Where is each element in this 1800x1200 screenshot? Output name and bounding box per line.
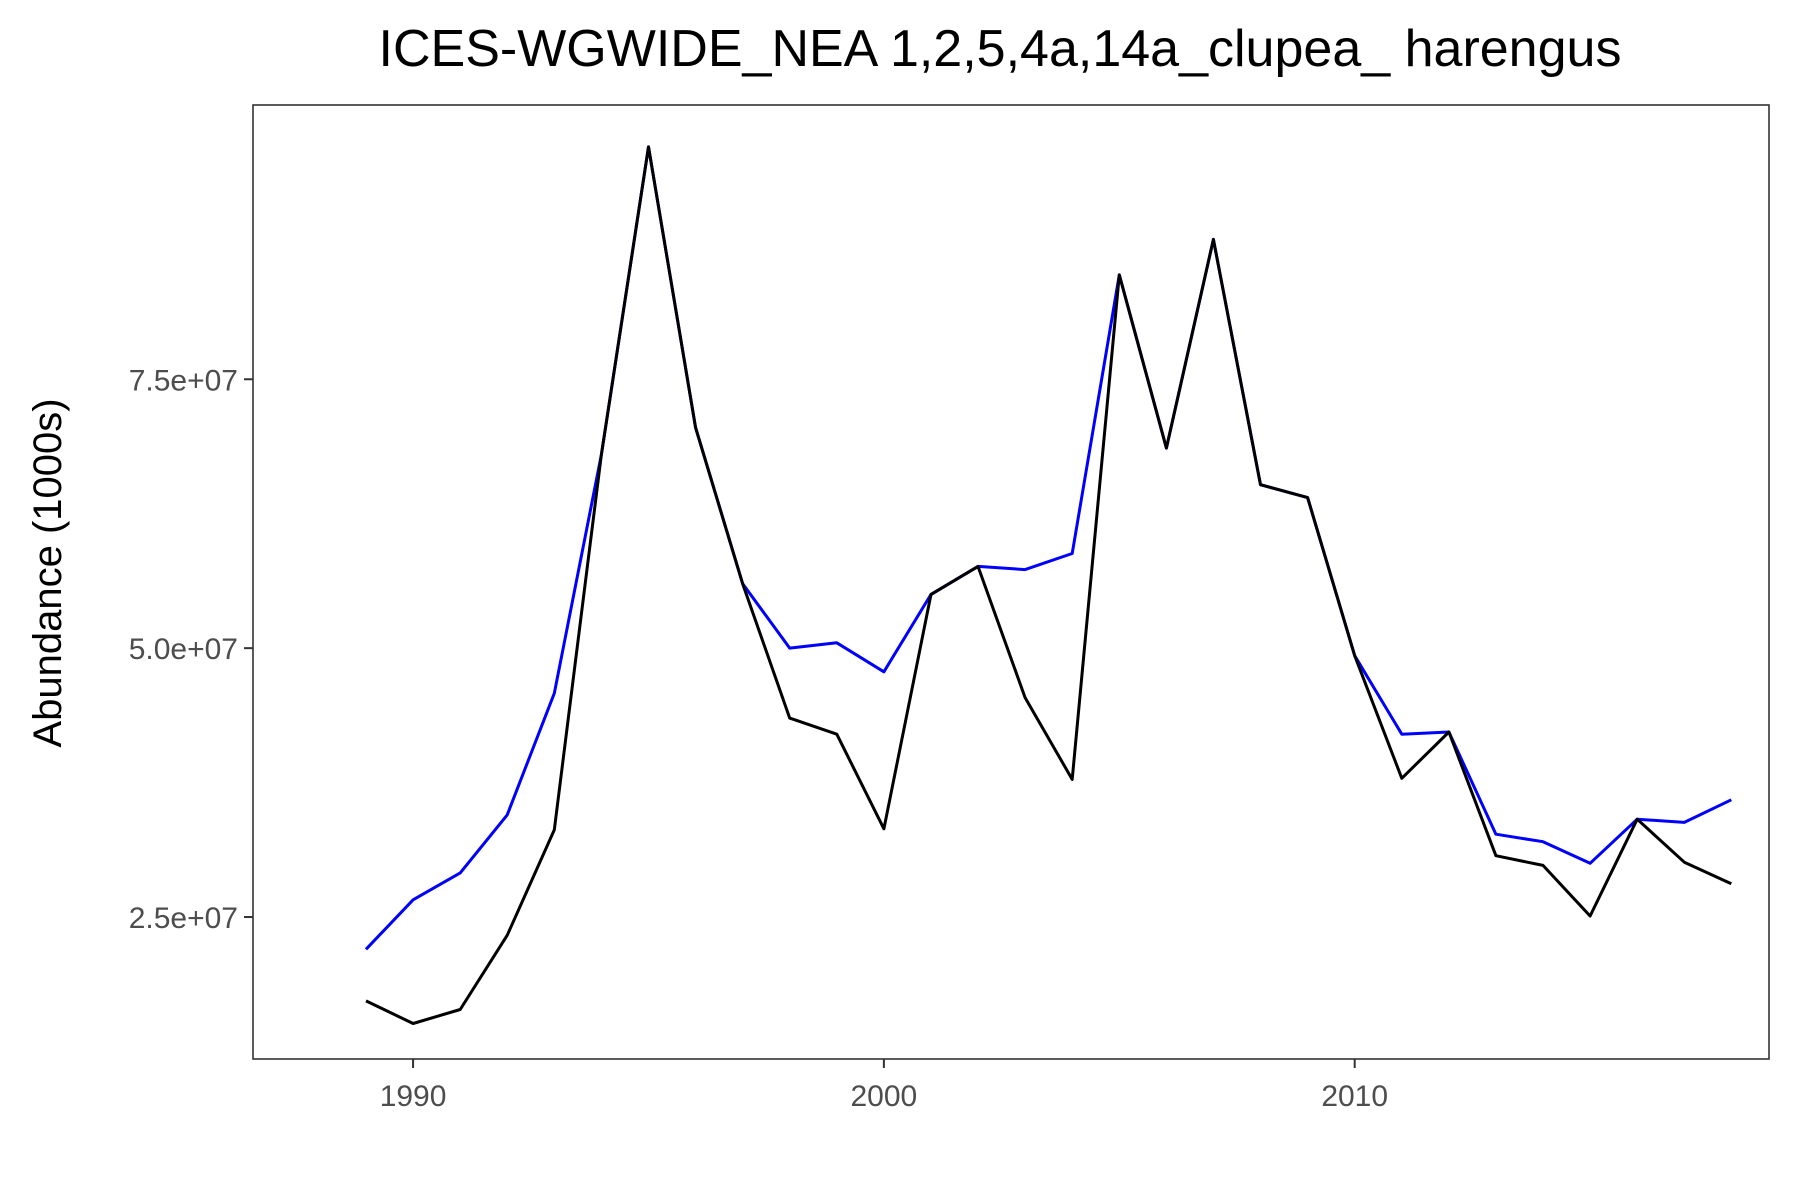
x-axis: 1990 2000 2010 [380, 1059, 1388, 1113]
plot-panel [252, 104, 1770, 1060]
y-tick-label: 7.5e+07 [129, 364, 238, 397]
x-tick-label: 2010 [1321, 1080, 1388, 1113]
y-tick-label: 5.0e+07 [129, 633, 238, 666]
x-tick-label: 1990 [380, 1080, 447, 1113]
x-tick-label: 2000 [851, 1080, 918, 1113]
series-line-1 [364, 145, 1732, 951]
series-layer [364, 145, 1732, 1025]
y-axis-label: Abundance (1000s) [26, 398, 70, 747]
y-axis: 2.5e+07 5.0e+07 7.5e+07 [129, 364, 253, 935]
chart-title: ICES-WGWIDE_NEA 1,2,5,4a,14a_clupea_ har… [379, 20, 1622, 78]
series-line-2 [365, 145, 1732, 1025]
y-tick-label: 2.5e+07 [129, 902, 238, 935]
